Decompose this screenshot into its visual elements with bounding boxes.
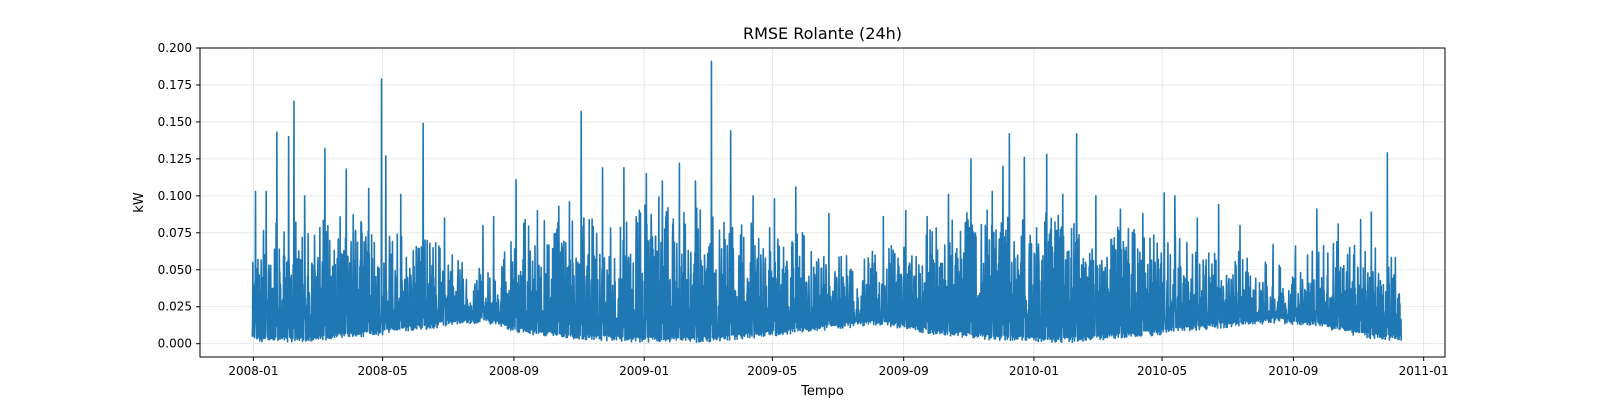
y-tick-label: 0.075 bbox=[158, 226, 192, 240]
y-tick-label: 0.025 bbox=[158, 300, 192, 314]
chart-title: RMSE Rolante (24h) bbox=[743, 24, 902, 43]
y-tick-label: 0.050 bbox=[158, 263, 192, 277]
y-axis-label: kW bbox=[132, 192, 147, 213]
y-tick-label: 0.150 bbox=[158, 115, 192, 129]
y-tick-label: 0.125 bbox=[158, 152, 192, 166]
x-tick-label: 2009-09 bbox=[879, 364, 929, 378]
x-tick-label: 2008-05 bbox=[358, 364, 408, 378]
x-tick-label: 2010-09 bbox=[1268, 364, 1318, 378]
x-tick-label: 2010-01 bbox=[1009, 364, 1059, 378]
x-tick-label: 2008-09 bbox=[489, 364, 539, 378]
x-tick-label: 2010-05 bbox=[1137, 364, 1187, 378]
plot-frame bbox=[199, 47, 1446, 358]
x-tick-label: 2011-01 bbox=[1399, 364, 1449, 378]
y-axis-ticks: 0.000 0.025 0.050 0.075 0.100 0.125 0.150 0.175… bbox=[158, 41, 200, 351]
x-axis-ticks: 2008-01 2008-05 2008-09 2009-01 2009-05 2009-… bbox=[228, 357, 1449, 378]
series-layer bbox=[251, 60, 1403, 343]
x-axis-label: Tempo bbox=[800, 384, 844, 399]
y-tick-label: 0.200 bbox=[158, 41, 192, 55]
y-tick-label: 0.100 bbox=[158, 189, 192, 203]
y-tick-label: 0.175 bbox=[158, 78, 192, 92]
y-tick-label: 0.000 bbox=[158, 337, 192, 351]
x-tick-label: 2008-01 bbox=[228, 364, 278, 378]
series-line bbox=[251, 60, 1403, 343]
x-tick-label: 2009-01 bbox=[619, 364, 669, 378]
x-tick-label: 2009-05 bbox=[747, 364, 797, 378]
